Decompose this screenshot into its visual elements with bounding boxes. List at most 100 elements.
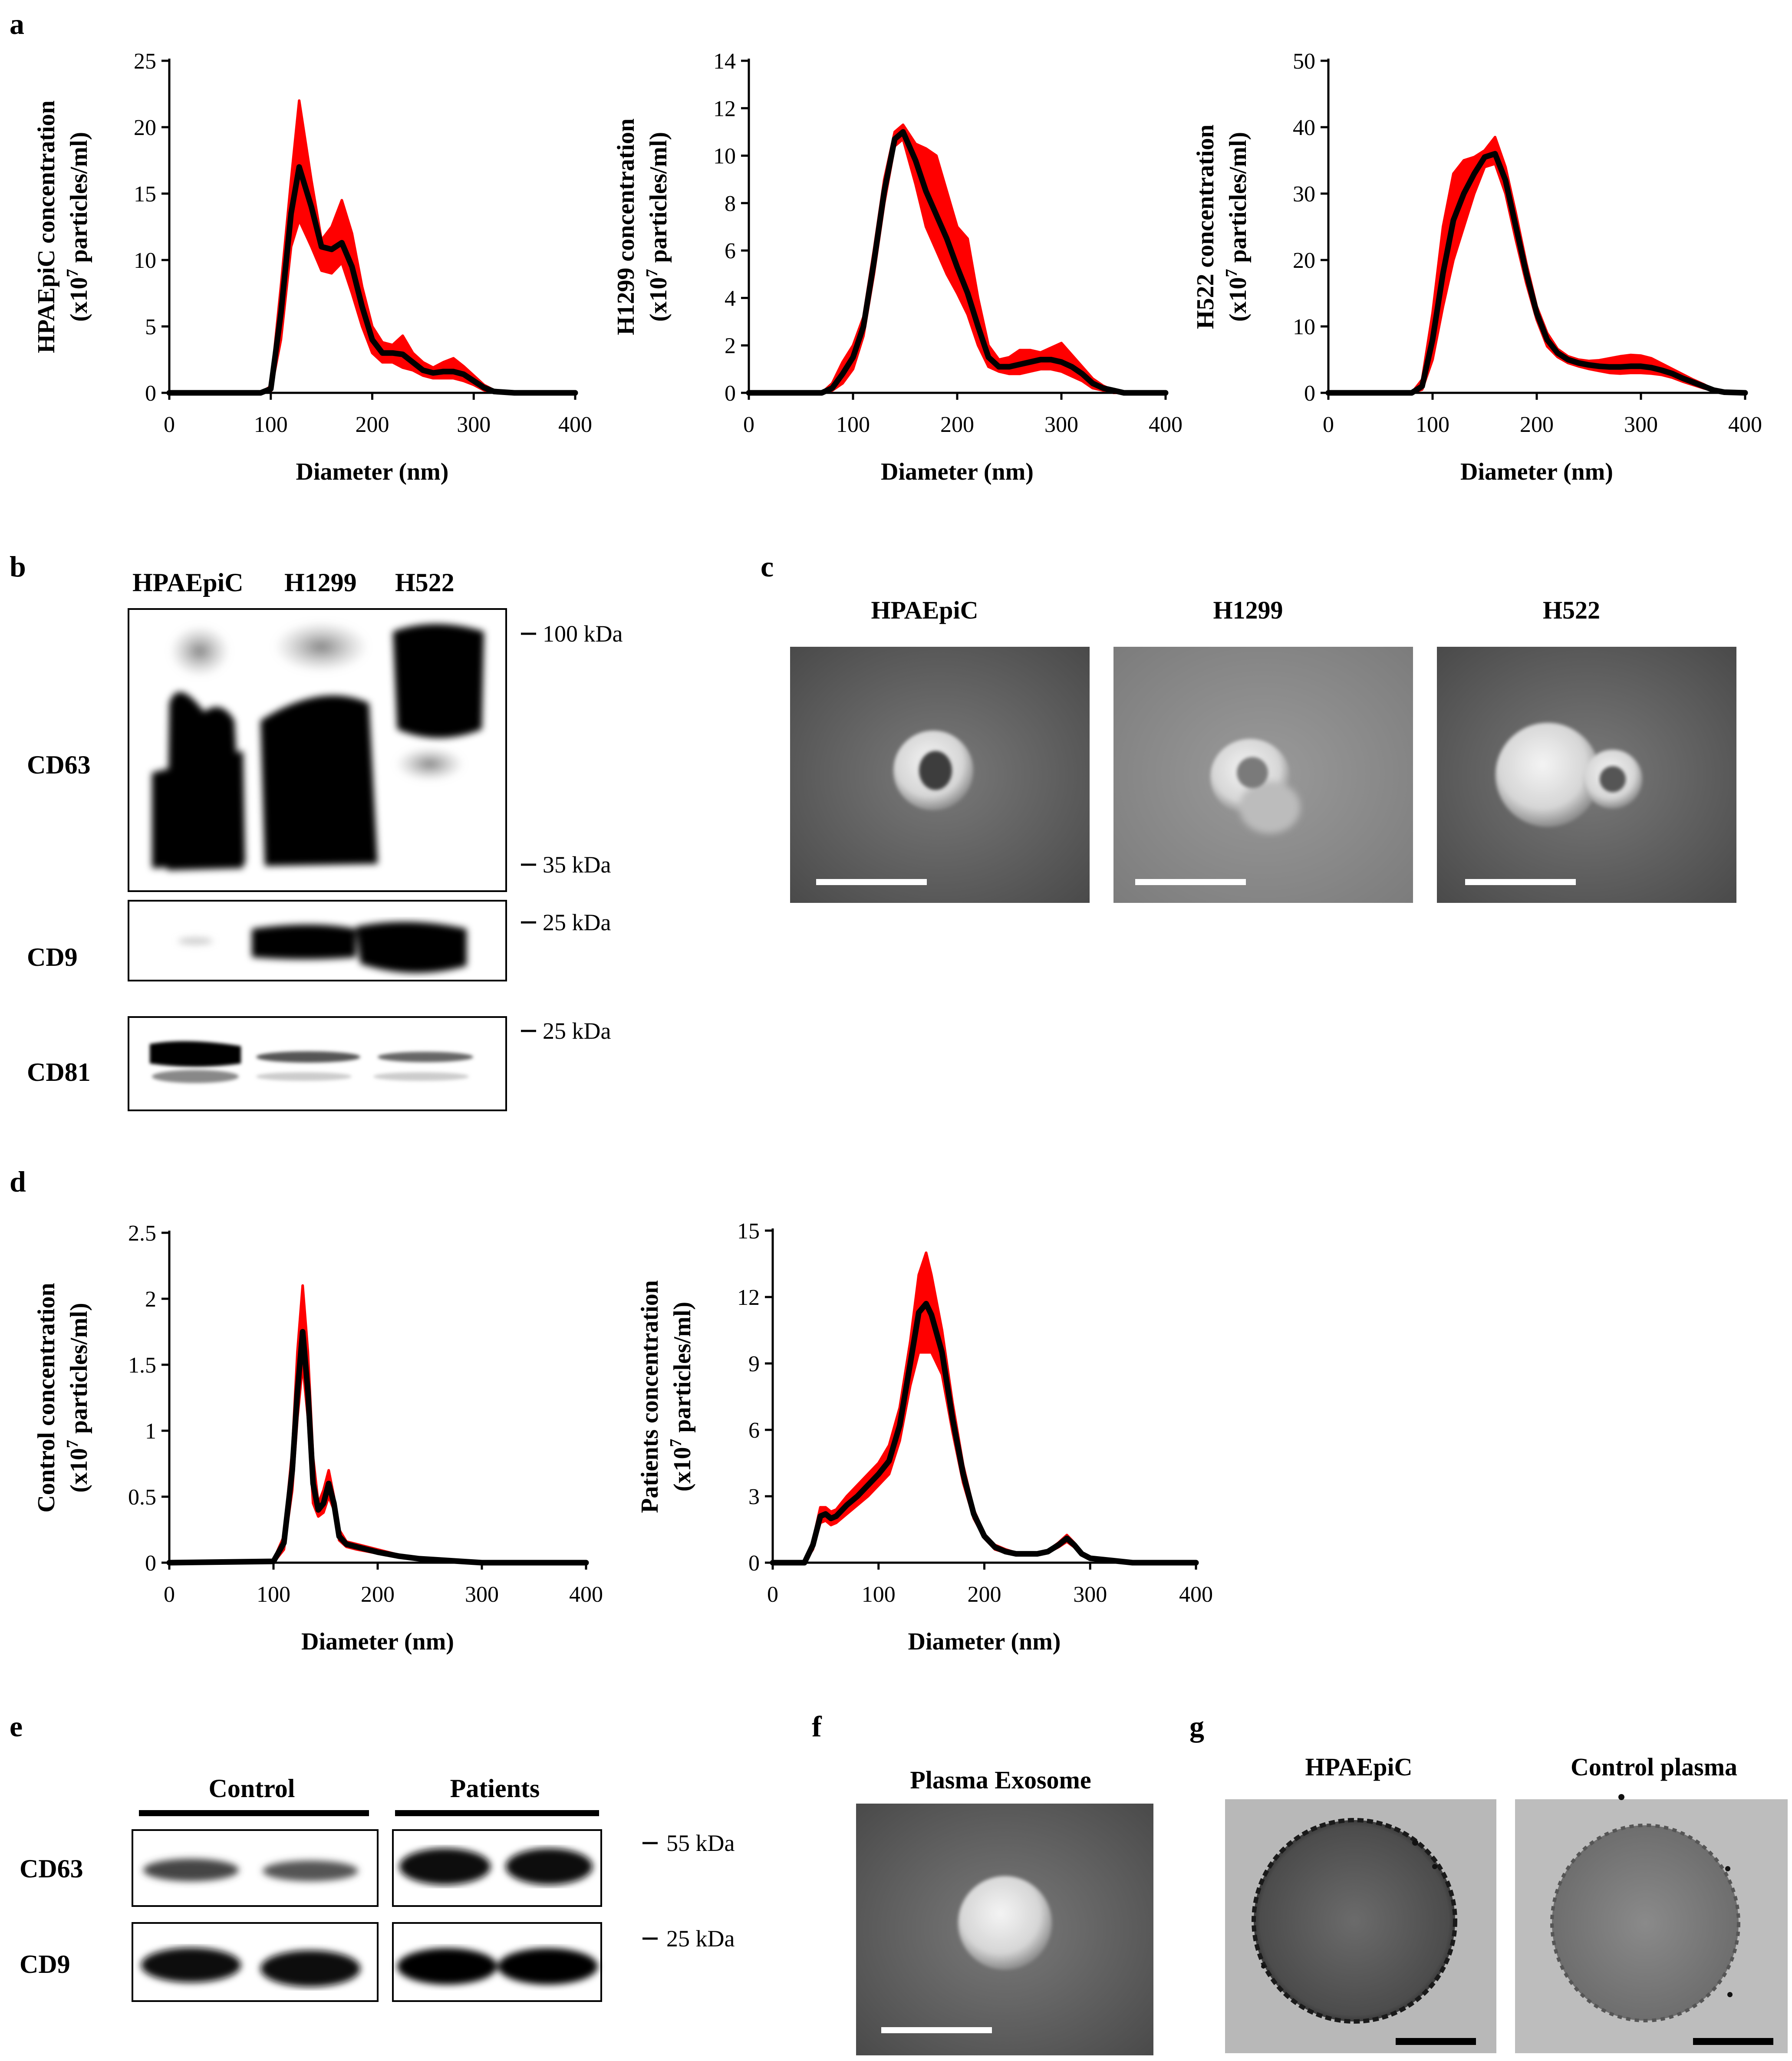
y-tick-label: 2	[145, 1287, 156, 1312]
blot-e: Control Patients 55 kDa 25 kDa CD63 CD9	[20, 1774, 735, 2002]
blot-b-col-hpaepic: HPAEpiC	[132, 568, 244, 597]
blot-b-marker-25b: 25 kDa	[543, 1018, 611, 1044]
tem-f-title: Plasma Exosome	[910, 1766, 1091, 1794]
y-axis-units: (x107 particles/ml)	[1222, 132, 1252, 322]
y-tick-label: 12	[713, 96, 736, 121]
y-units-part: (x10	[1225, 277, 1252, 322]
mean-line	[746, 129, 1169, 396]
y-tick-label: 10	[713, 144, 736, 169]
y-tick-label: 1.5	[128, 1353, 156, 1378]
tem-c-image-h1299	[1113, 647, 1413, 903]
mean-line	[166, 1329, 589, 1566]
blot-b-cd81-bands	[150, 1041, 473, 1083]
scale-bar	[1396, 2038, 1476, 2045]
x-tick-label: 300	[1044, 412, 1078, 437]
y-units-part: (x10	[66, 277, 92, 322]
cryo-g-image-hpaepic	[1225, 1799, 1496, 2053]
blot-e-marker-55: 55 kDa	[666, 1830, 735, 1856]
y-units-part: particles/ml)	[66, 132, 92, 269]
x-tick-label: 200	[361, 1582, 395, 1607]
x-axis-label: Diameter (nm)	[301, 1628, 454, 1655]
scale-bar	[1465, 879, 1576, 885]
x-tick-label: 0	[767, 1582, 778, 1607]
blot-b-col-h522: H522	[395, 568, 455, 597]
chart-d-control: 0 0.5 1 1.5 2 2.5 0 100 200 300 400 Diameter (nm) Co…	[33, 1221, 603, 1655]
cryo-g-image-control-plasma	[1515, 1794, 1788, 2053]
mean-line	[1325, 151, 1748, 396]
blot-b: HPAEpiC H1299 H522 100 kDa 35 kDa CD63 2…	[27, 568, 623, 1111]
tem-f: Plasma Exosome	[856, 1766, 1153, 2055]
x-tick-label: 300	[457, 412, 491, 437]
blot-e-row-cd63: CD63	[20, 1854, 83, 1883]
y-tick-label: 25	[134, 49, 156, 74]
y-units-part: particles/ml)	[1225, 132, 1252, 269]
x-tick-label: 0	[164, 1582, 175, 1607]
y-axis-units: (x107 particles/ml)	[643, 132, 672, 322]
blot-e-group-control: Control	[209, 1774, 295, 1803]
tem-c: HPAEpiC H1299 H522	[790, 596, 1736, 903]
x-tick-label: 200	[1520, 412, 1554, 437]
panel-label-g: g	[1189, 1710, 1204, 1743]
scale-bar	[1135, 879, 1246, 885]
x-tick-label: 200	[940, 412, 974, 437]
y-tick-label: 10	[134, 248, 156, 273]
y-tick-label: 2	[725, 334, 736, 359]
y-tick-label: 30	[1293, 182, 1315, 207]
x-axis-label: Diameter (nm)	[908, 1628, 1061, 1655]
y-tick-label: 5	[145, 315, 156, 339]
x-tick-label: 200	[356, 412, 389, 437]
x-tick-label: 100	[1416, 412, 1449, 437]
y-units-part: particles/ml)	[66, 1303, 92, 1440]
y-units-exponent: 7	[667, 1439, 685, 1447]
panel-label-b: b	[10, 550, 26, 583]
x-axis-label: Diameter (nm)	[881, 458, 1034, 485]
y-tick-label: 0	[1304, 381, 1315, 406]
panel-label-d: d	[10, 1165, 26, 1198]
y-units-part: (x10	[645, 277, 672, 322]
x-tick-label: 200	[968, 1582, 1001, 1607]
y-tick-label: 3	[748, 1485, 760, 1509]
x-tick-label: 400	[1149, 412, 1183, 437]
x-tick-label: 400	[569, 1582, 603, 1607]
y-units-part: (x10	[66, 1448, 92, 1493]
x-axis-label: Diameter (nm)	[1460, 458, 1613, 485]
x-tick-label: 100	[862, 1582, 896, 1607]
blot-b-cd63-bands	[152, 621, 484, 870]
error-band	[1327, 135, 1746, 394]
y-tick-label: 15	[134, 182, 156, 207]
x-tick-label: 100	[257, 1582, 290, 1607]
tem-c-title-h522: H522	[1543, 596, 1600, 624]
x-tick-label: 300	[465, 1582, 499, 1607]
chart-a-hpaepic: 0 5 10 15 20 25 0 100 200 300 400 Diameter (nm) HPAE…	[33, 49, 592, 485]
error-band	[168, 99, 576, 394]
y-axis-label: Control concentration	[33, 1283, 60, 1512]
y-units-exponent: 7	[643, 269, 661, 277]
blot-b-marker-25a: 25 kDa	[543, 909, 611, 935]
blot-e-group-patients: Patients	[450, 1774, 540, 1803]
vesicle	[958, 1876, 1052, 1970]
blot-b-cd9-bands	[178, 922, 467, 973]
blot-b-marker-100: 100 kDa	[543, 621, 623, 647]
group-bar	[139, 1810, 369, 1816]
y-units-part: particles/ml)	[669, 1302, 696, 1439]
y-units-exponent: 7	[63, 1440, 82, 1448]
error-band	[748, 123, 1167, 394]
chart-a-h522: 0 10 20 30 40 50 0 100 200 300 400 Diameter (nm) H52…	[1192, 49, 1762, 485]
y-axis-label: H1299 concentration	[613, 119, 639, 335]
mean-line	[166, 164, 578, 396]
y-axis-label: Patients concentration	[636, 1280, 663, 1513]
x-tick-label: 300	[1624, 412, 1658, 437]
panel-label-e: e	[10, 1710, 23, 1743]
chart-d-patients: 0 3 6 9 12 15 0 100 200 300 400 Diameter (nm) Patien…	[636, 1219, 1213, 1655]
y-tick-label: 9	[748, 1352, 760, 1376]
x-tick-label: 100	[836, 412, 870, 437]
y-tick-label: 1	[145, 1419, 156, 1444]
blot-e-marker-25: 25 kDa	[666, 1926, 735, 1952]
y-axis-label: H522 concentration	[1192, 125, 1219, 329]
x-tick-label: 400	[1179, 1582, 1213, 1607]
group-bar	[395, 1810, 599, 1816]
y-axis-units: (x107 particles/ml)	[63, 1303, 92, 1492]
blot-b-row-cd63: CD63	[27, 751, 91, 779]
y-tick-label: 0	[748, 1551, 760, 1576]
